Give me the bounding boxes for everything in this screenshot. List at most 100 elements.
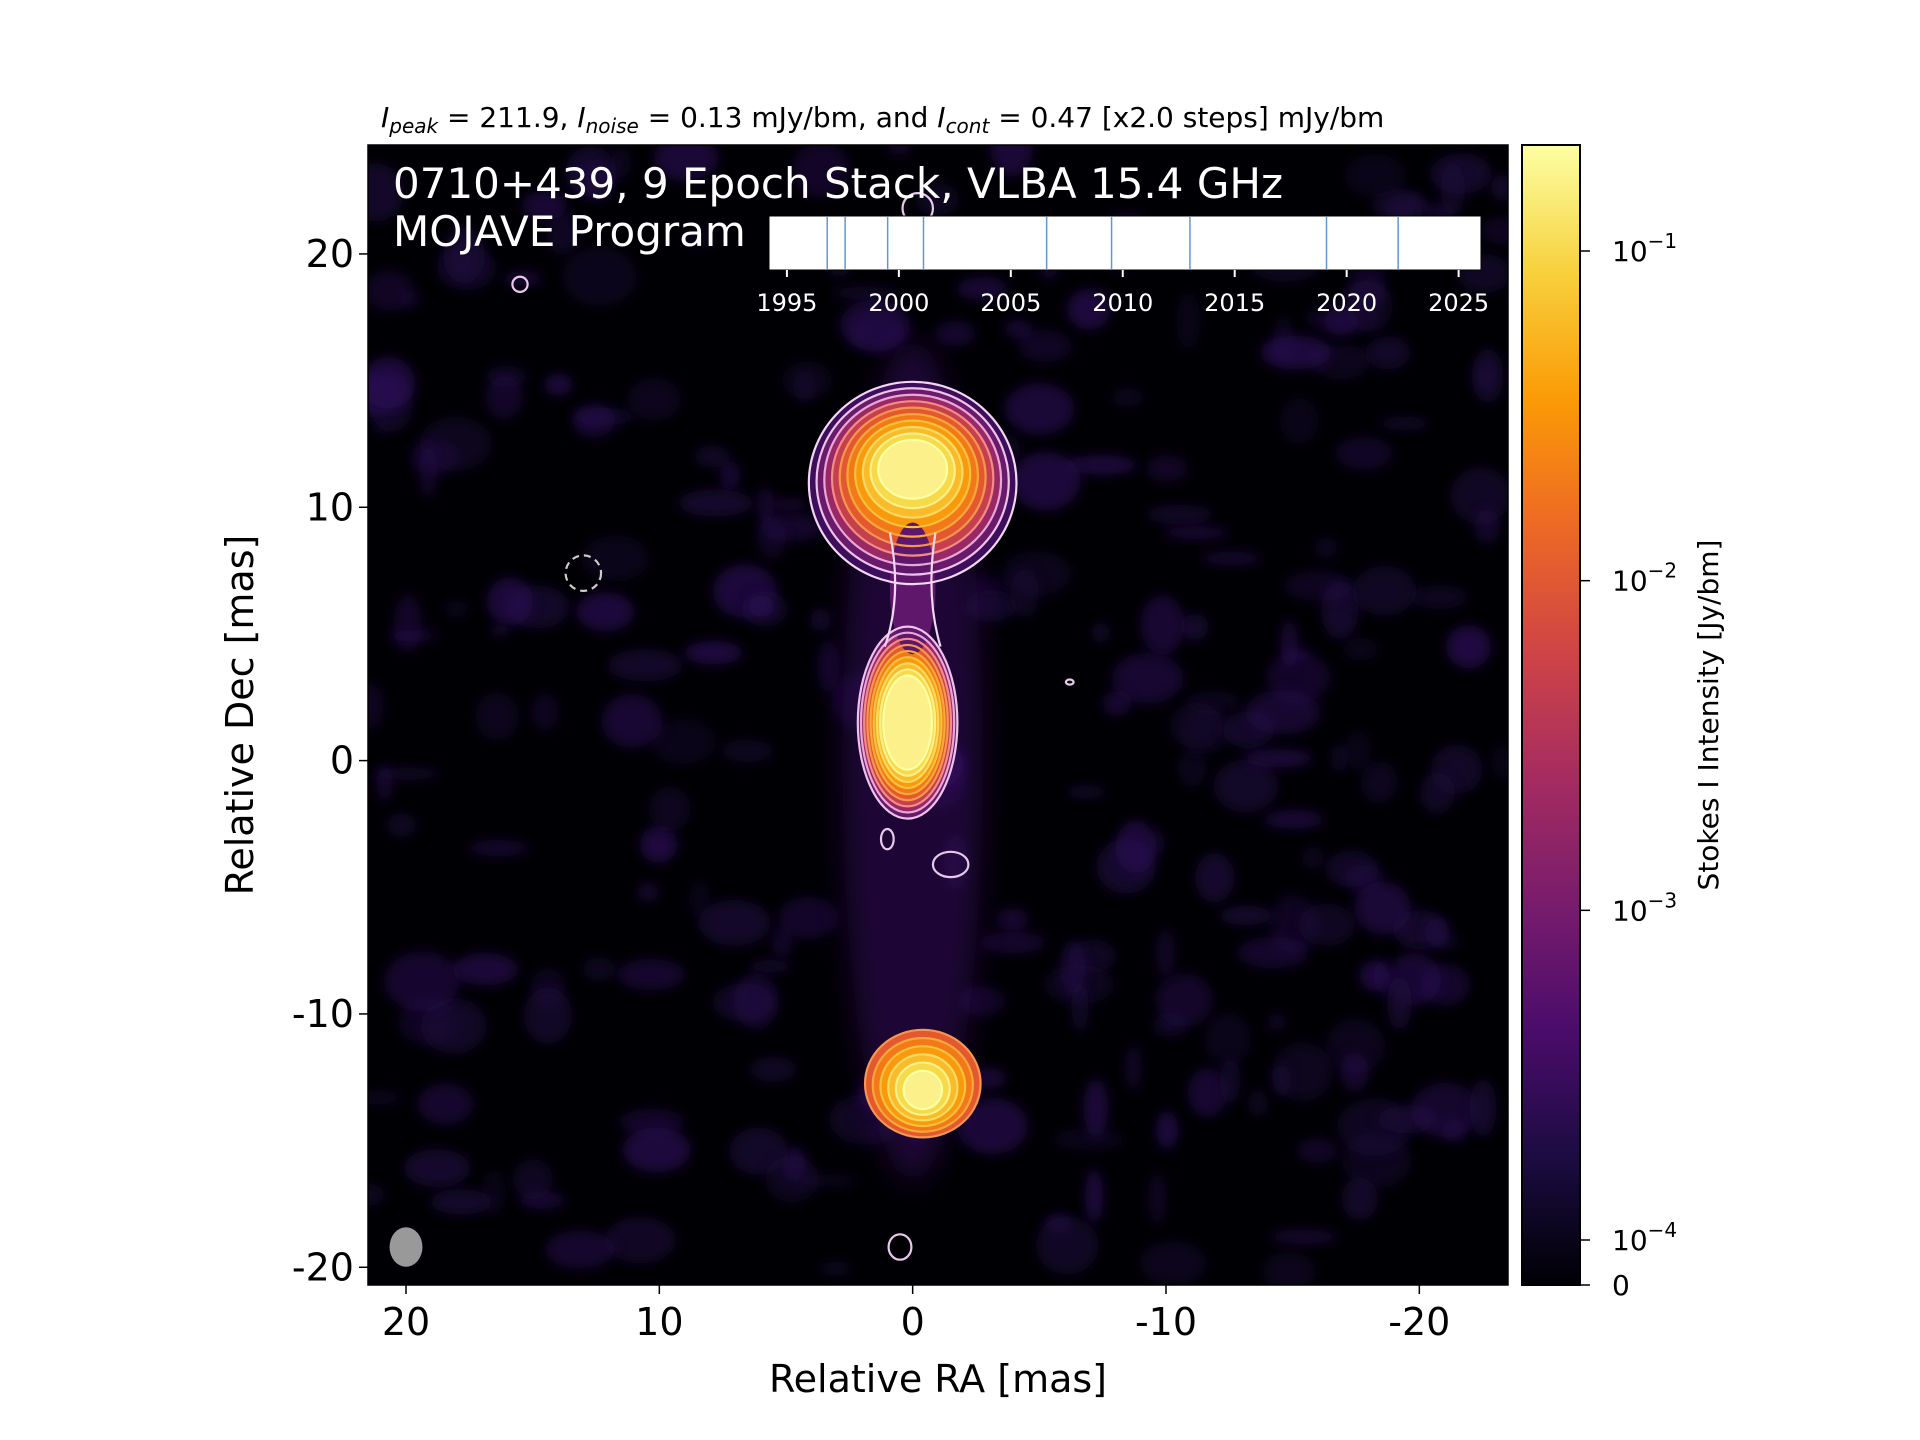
noise-blotch <box>419 445 437 498</box>
noise-blotch <box>368 1090 404 1105</box>
noise-blotch <box>733 973 779 1030</box>
noise-blotch <box>1155 973 1213 1028</box>
noise-blotch <box>1245 690 1321 734</box>
noise-blotch <box>544 373 573 396</box>
noise-blotch <box>376 764 393 802</box>
contour-ring <box>877 438 949 500</box>
noise-blotch <box>887 145 911 155</box>
noise-blotch <box>1083 1078 1109 1138</box>
noise-blotch <box>531 693 559 731</box>
beam-shape <box>389 1227 423 1267</box>
noise-blotch <box>748 595 775 617</box>
noise-blotch <box>1053 1128 1125 1151</box>
contour-ring <box>823 393 1003 567</box>
noise-blotch <box>747 959 793 973</box>
noise-blotch <box>1341 1177 1378 1221</box>
noise-blotch <box>1340 1052 1369 1092</box>
noise-blotch <box>653 145 719 182</box>
noise-blotch <box>1162 526 1230 540</box>
noise-blotch <box>1237 937 1309 968</box>
colorbar-label: Stokes I Intensity [Jy/bm] <box>1692 540 1725 891</box>
noise-blotch <box>1387 975 1412 1030</box>
emission-glow <box>808 381 1017 1138</box>
isolated-contour <box>887 1233 913 1261</box>
noise-blotch <box>698 899 771 946</box>
noise-blotch <box>749 1056 797 1082</box>
noise-blotch <box>1067 289 1111 330</box>
noise-blotch <box>1446 625 1492 669</box>
contour-ring <box>871 1036 974 1133</box>
noise-blotch <box>1036 1216 1099 1275</box>
noise-blotch <box>1004 383 1075 435</box>
noise-blotch <box>719 460 741 491</box>
noise-blotch <box>1440 162 1465 216</box>
timeline-box <box>768 215 1482 271</box>
contour-lines <box>511 192 1140 1261</box>
noise-blotch <box>1298 903 1356 947</box>
noise-blotch <box>840 299 911 351</box>
noise-blotch <box>778 896 839 939</box>
y-tick-label: 10 <box>306 485 354 529</box>
isolated-contour <box>931 850 970 879</box>
noise-blotch <box>1111 653 1184 704</box>
noise-blotch <box>1139 1240 1207 1285</box>
noise-blotch <box>1018 329 1072 363</box>
noise-blotch <box>1335 437 1393 470</box>
noise-blotch <box>576 592 635 631</box>
contour-ring <box>830 400 995 557</box>
noise-blotch <box>1140 595 1185 655</box>
noise-blotch <box>475 692 519 741</box>
noise-blotch <box>956 276 1008 301</box>
y-axis-label: Relative Dec [mas] <box>218 535 262 896</box>
contour-ring <box>875 662 940 784</box>
noise-blotch <box>386 812 417 837</box>
noise-blotch <box>1279 397 1319 444</box>
noise-blotch <box>585 163 611 201</box>
noise-blotch <box>684 641 743 665</box>
noise-blotch <box>368 682 384 729</box>
noise-blotch <box>1010 452 1081 511</box>
noise-blotch <box>1085 1168 1103 1224</box>
contour-ring <box>807 380 1018 586</box>
contour-ring <box>887 1053 959 1122</box>
colorbar-frame <box>1521 144 1581 1286</box>
noise-blotch <box>689 879 711 920</box>
contour-ring <box>863 1028 982 1139</box>
contour-ring <box>879 668 937 777</box>
colorbar-tick-label: 0 <box>1612 1269 1630 1302</box>
noise-blotch <box>502 271 543 286</box>
noise-blotch <box>1342 638 1379 661</box>
noise-blotch <box>769 498 809 511</box>
noise-blotch <box>694 445 731 468</box>
contour-ring <box>869 649 946 796</box>
noise-blotch <box>522 190 567 221</box>
plot-title-line2: MOJAVE Program <box>393 207 746 256</box>
noise-blotch <box>649 786 691 832</box>
noise-blotch <box>1267 1013 1286 1031</box>
contour-ring <box>859 631 956 814</box>
noise-blotch <box>572 404 616 438</box>
contour-ring <box>846 412 980 538</box>
noise-blotch <box>1409 585 1469 610</box>
noise-blotch <box>1297 1138 1339 1163</box>
noise-blotch <box>1145 454 1189 482</box>
noise-blotch <box>1176 292 1201 350</box>
contour-ring <box>902 1069 944 1111</box>
contour-ring <box>815 387 1010 576</box>
noise-blotch <box>1200 551 1262 565</box>
colorbar-tick-label: 10−3 <box>1612 888 1677 927</box>
noise-blotch <box>368 270 414 312</box>
noise-blotch <box>368 163 404 222</box>
isolated-contour <box>564 554 603 592</box>
x-tick-label: 10 <box>635 1300 683 1344</box>
timeline-year-ticks: 1995 2000 2005 2010 2015 2020 2025 <box>756 270 1489 317</box>
noise-blotch <box>771 926 793 958</box>
noise-blotch <box>403 1149 471 1188</box>
contour-ring <box>869 432 956 510</box>
noise-blotch <box>368 357 416 409</box>
contour-ring <box>879 1045 967 1128</box>
x-tick-label: 0 <box>901 1300 925 1344</box>
colorbar-tick-label: 10−4 <box>1612 1218 1677 1257</box>
emission-fill <box>903 1070 942 1110</box>
noise-blotch <box>524 987 572 1044</box>
